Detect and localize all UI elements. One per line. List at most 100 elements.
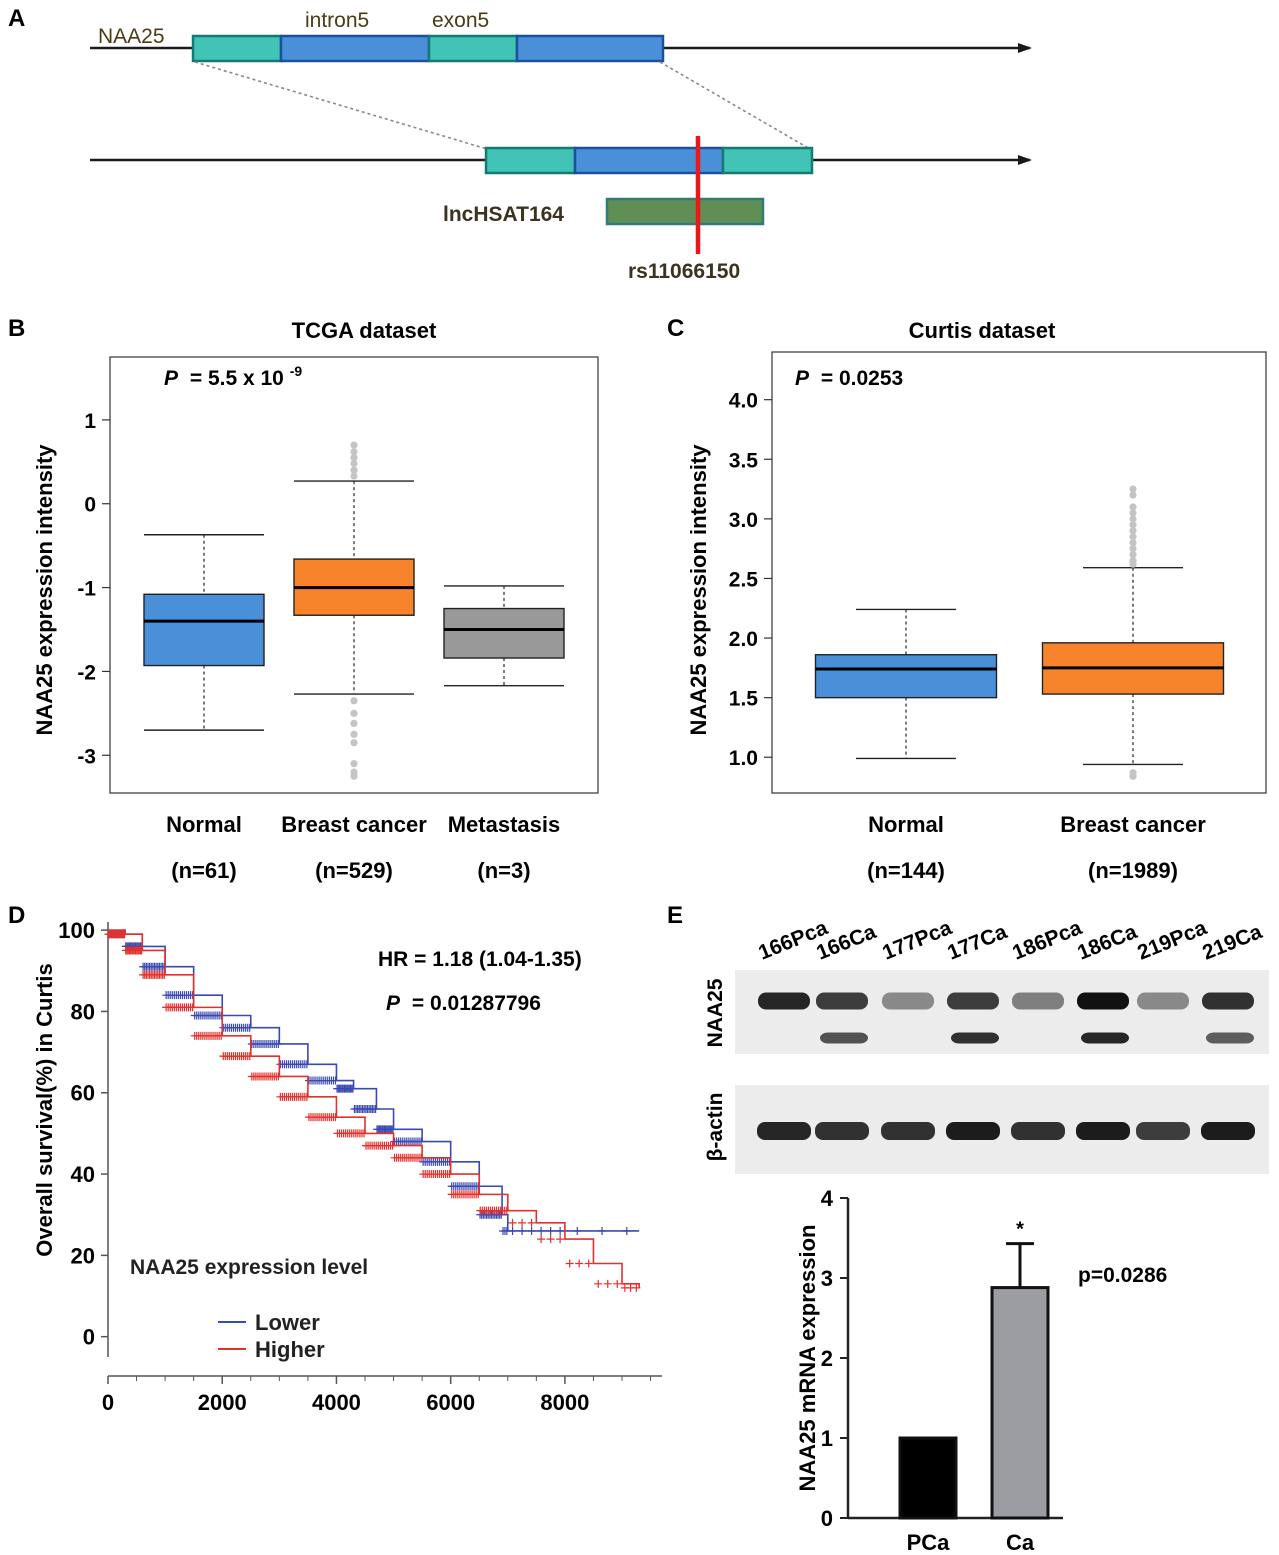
x-tick-label: 0 bbox=[102, 1390, 114, 1415]
box bbox=[814, 654, 998, 699]
intron5-block bbox=[279, 34, 431, 63]
legend-title: NAA25 expression level bbox=[130, 1256, 368, 1279]
outlier-point bbox=[350, 472, 358, 480]
box bbox=[443, 607, 565, 659]
outlier-point bbox=[350, 739, 358, 747]
group-count: (n=3) bbox=[477, 858, 530, 883]
panel-label-c: C bbox=[667, 315, 684, 342]
legend-label: Higher bbox=[255, 1337, 325, 1362]
censor-mark bbox=[217, 1011, 226, 1020]
zoom-intron5-block bbox=[573, 146, 725, 175]
censor-mark bbox=[508, 1218, 517, 1227]
censor-mark bbox=[527, 1226, 536, 1235]
panel-e: E NAA25 β-actin NAA25 mRNA expression p=… bbox=[667, 902, 1269, 1555]
p-value-text: P = 0.0253 bbox=[795, 367, 903, 390]
censor-mark bbox=[474, 1182, 483, 1191]
survival-curve bbox=[108, 929, 640, 1232]
censor-mark bbox=[497, 1210, 506, 1219]
lane-label: 219Ca bbox=[1199, 920, 1265, 965]
y-axis-label: NAA25 expression intensity bbox=[32, 444, 57, 736]
actin-band bbox=[1136, 1122, 1190, 1140]
censor-mark bbox=[359, 1129, 368, 1138]
x-tick-label: 8000 bbox=[540, 1390, 589, 1415]
bar-pca bbox=[898, 1436, 958, 1520]
y-tick-label: -2 bbox=[77, 661, 96, 684]
intron5-label: intron5 bbox=[305, 9, 369, 32]
outlier-point bbox=[1129, 545, 1137, 553]
lane-label: 219Pca bbox=[1134, 916, 1210, 965]
chart-title: TCGA dataset bbox=[292, 318, 437, 343]
x-tick-label: 4000 bbox=[312, 1390, 361, 1415]
censor-mark bbox=[217, 1031, 226, 1040]
group-label: Normal bbox=[868, 812, 944, 837]
actin-band bbox=[815, 1122, 869, 1140]
censor-mark bbox=[388, 1141, 397, 1150]
group-label: Normal bbox=[166, 812, 242, 837]
censor-mark bbox=[188, 991, 197, 1000]
y-tick-label: -1 bbox=[77, 578, 96, 601]
naa25-band-upper bbox=[1077, 992, 1129, 1010]
outlier-point bbox=[1129, 503, 1137, 511]
lane-label: 177Pca bbox=[879, 916, 955, 965]
survival-series-lower bbox=[104, 929, 640, 1235]
censor-mark bbox=[573, 1226, 582, 1235]
y-tick-label: 3.0 bbox=[729, 509, 758, 532]
p-value: = 0.01287796 bbox=[412, 992, 541, 1015]
gene-label: NAA25 bbox=[98, 25, 165, 48]
actin-band bbox=[946, 1122, 1000, 1140]
lncrna-label: lncHSAT164 bbox=[443, 203, 564, 226]
y-tick-label: 100 bbox=[58, 918, 95, 943]
naa25-band-upper bbox=[1012, 992, 1064, 1010]
censor-mark bbox=[274, 1072, 283, 1081]
hazard-ratio-text: HR = 1.18 (1.04-1.35) bbox=[378, 948, 582, 971]
censor-mark bbox=[556, 1235, 565, 1244]
censor-mark bbox=[537, 1235, 546, 1244]
y-tick-label: 3 bbox=[821, 1266, 833, 1291]
legend-label: Lower bbox=[255, 1310, 320, 1335]
censor-mark bbox=[302, 1092, 311, 1101]
survival-series-higher bbox=[104, 929, 641, 1292]
censor-mark bbox=[120, 930, 129, 939]
lane-label: 186Ca bbox=[1074, 920, 1140, 965]
outlier-point bbox=[1129, 515, 1137, 523]
naa25-band-lower bbox=[951, 1032, 999, 1044]
censor-mark bbox=[603, 1279, 612, 1288]
censor-mark bbox=[546, 1226, 555, 1235]
p-value-text: p=0.0286 bbox=[1078, 1264, 1167, 1287]
y-axis-label: NAA25 expression intensity bbox=[686, 444, 711, 736]
box bbox=[143, 593, 265, 667]
censor-mark bbox=[331, 1113, 340, 1122]
blot-row-label-naa25: NAA25 bbox=[704, 978, 727, 1047]
p-value-text: P = 5.5 x 10 -9 bbox=[164, 363, 302, 390]
naa25-band-lower bbox=[1206, 1032, 1254, 1044]
zoom-line-right bbox=[659, 61, 811, 150]
y-tick-label: -3 bbox=[77, 745, 96, 768]
censor-mark bbox=[474, 1190, 483, 1199]
censor-mark bbox=[445, 1170, 454, 1179]
outlier-point bbox=[1129, 485, 1137, 493]
lncrna-block bbox=[605, 197, 765, 226]
outlier-point bbox=[350, 719, 358, 728]
exon5-label: exon5 bbox=[432, 9, 489, 32]
y-tick-label: 40 bbox=[71, 1162, 95, 1187]
censor-mark bbox=[302, 1060, 311, 1069]
outlier-point bbox=[350, 466, 358, 474]
censor-mark bbox=[508, 1226, 517, 1235]
x-tick-label: 6000 bbox=[426, 1390, 475, 1415]
censor-mark bbox=[594, 1279, 603, 1288]
naa25-band-lower bbox=[1081, 1032, 1129, 1044]
outlier-point bbox=[1129, 509, 1137, 517]
censor-mark bbox=[160, 970, 169, 979]
naa25-band-upper bbox=[947, 992, 999, 1010]
panel-c: C Curtis dataset P = 0.0253 NAA25 expres… bbox=[667, 315, 1267, 883]
outlier-point bbox=[1129, 491, 1137, 499]
y-tick-label: 2.0 bbox=[729, 628, 758, 651]
censor-mark bbox=[565, 1259, 574, 1268]
bar-ca bbox=[990, 1286, 1050, 1520]
y-tick-label: 3.5 bbox=[729, 449, 759, 472]
group-count: (n=529) bbox=[315, 858, 393, 883]
outlier-point bbox=[1129, 539, 1137, 547]
censor-mark bbox=[527, 1218, 536, 1227]
censor-mark bbox=[613, 1279, 622, 1288]
